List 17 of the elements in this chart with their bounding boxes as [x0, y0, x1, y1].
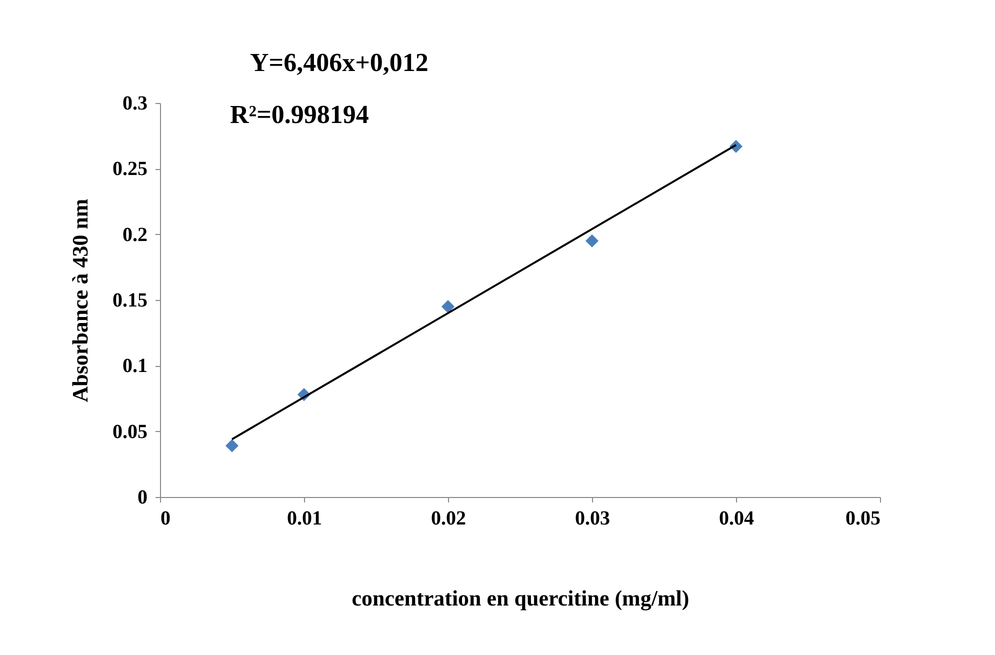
y-tick-label: 0.15 [112, 290, 148, 312]
y-tick-label: 0.25 [112, 158, 148, 180]
x-tick-label: 0.01 [287, 508, 322, 530]
y-tick-label: 0.1 [122, 355, 148, 378]
y-tick-label: 0 [138, 486, 148, 508]
x-tick-label: 0 [160, 508, 170, 530]
x-tick-label: 0.05 [846, 508, 880, 530]
y-tick-label: 0.05 [112, 420, 148, 443]
text: Y=6,406x+0,012 [250, 48, 428, 77]
annotation: R²=0.998194 [230, 100, 369, 129]
x-tick-label: 0.03 [575, 508, 610, 530]
y-tick-label: 0.2 [122, 224, 148, 246]
y-axis-title: Absorbance à 430 nm [68, 198, 92, 402]
x-tick-label: 0.04 [719, 508, 754, 530]
y-tick-label: 0.3 [122, 92, 148, 114]
x-axis-title: concentration en quercitine (mg/ml) [352, 586, 690, 610]
x-tick-label: 0.02 [431, 508, 466, 530]
